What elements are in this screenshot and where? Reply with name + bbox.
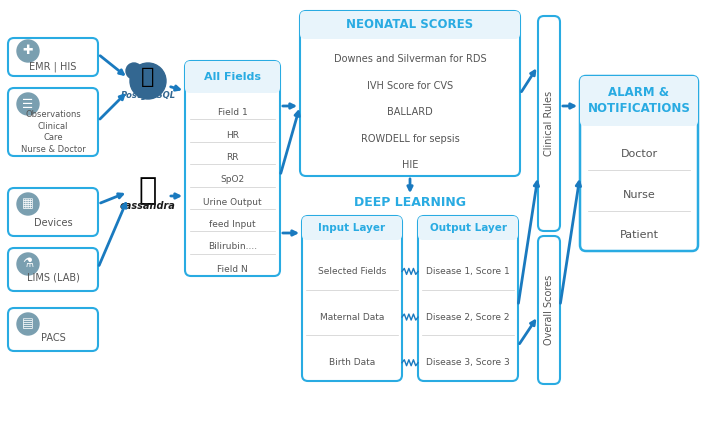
Text: Overall Scores: Overall Scores	[544, 275, 554, 345]
FancyBboxPatch shape	[580, 76, 698, 126]
FancyBboxPatch shape	[8, 88, 98, 156]
FancyBboxPatch shape	[418, 216, 518, 240]
FancyBboxPatch shape	[8, 38, 98, 76]
FancyBboxPatch shape	[8, 248, 98, 291]
Circle shape	[17, 193, 39, 215]
Circle shape	[130, 63, 166, 99]
Text: Patient: Patient	[620, 230, 659, 240]
Text: SpO2: SpO2	[220, 175, 245, 184]
Text: PACS: PACS	[40, 333, 65, 343]
Text: LIMS (LAB): LIMS (LAB)	[26, 273, 79, 283]
Text: EMR | HIS: EMR | HIS	[29, 62, 77, 72]
Text: ✚: ✚	[23, 45, 33, 58]
Text: Output Layer: Output Layer	[430, 223, 506, 233]
Text: RR: RR	[226, 153, 239, 162]
Text: 🐘: 🐘	[141, 67, 155, 87]
Text: ▤: ▤	[22, 318, 34, 330]
Text: feed Input: feed Input	[209, 220, 256, 229]
Circle shape	[17, 93, 39, 115]
Text: Disease 1, Score 1: Disease 1, Score 1	[426, 267, 510, 276]
Text: Urine Output: Urine Output	[203, 198, 262, 206]
FancyBboxPatch shape	[538, 16, 560, 231]
Text: Input Layer: Input Layer	[318, 223, 386, 233]
Text: Disease 3, Score 3: Disease 3, Score 3	[426, 358, 510, 367]
FancyBboxPatch shape	[300, 11, 520, 39]
Text: Bilirubin....: Bilirubin....	[208, 243, 257, 252]
Text: ALARM &
NOTIFICATIONS: ALARM & NOTIFICATIONS	[588, 87, 691, 116]
Text: Nurse: Nurse	[623, 190, 655, 199]
Text: All Fields: All Fields	[204, 72, 261, 82]
FancyBboxPatch shape	[302, 216, 402, 381]
FancyBboxPatch shape	[302, 216, 402, 240]
Circle shape	[126, 63, 142, 79]
Text: ☰: ☰	[23, 98, 33, 111]
Text: IVH Score for CVS: IVH Score for CVS	[367, 81, 453, 91]
Text: HIE: HIE	[402, 161, 418, 170]
Text: Downes and Silverman for RDS: Downes and Silverman for RDS	[334, 54, 486, 64]
FancyBboxPatch shape	[8, 308, 98, 351]
FancyBboxPatch shape	[185, 61, 280, 93]
Text: Field N: Field N	[217, 265, 248, 274]
Text: Clinical Rules: Clinical Rules	[544, 91, 554, 156]
Text: Disease 2, Score 2: Disease 2, Score 2	[426, 313, 510, 322]
Circle shape	[17, 253, 39, 275]
FancyBboxPatch shape	[185, 61, 280, 276]
Text: ▦: ▦	[22, 198, 34, 211]
Text: Devices: Devices	[34, 218, 72, 228]
FancyBboxPatch shape	[538, 236, 560, 384]
Text: Doctor: Doctor	[620, 149, 657, 159]
FancyBboxPatch shape	[580, 76, 698, 251]
FancyBboxPatch shape	[300, 11, 520, 176]
FancyBboxPatch shape	[418, 216, 518, 381]
Text: Observations
Clinical
Care
Nurse & Doctor: Observations Clinical Care Nurse & Docto…	[21, 110, 85, 154]
Circle shape	[17, 313, 39, 335]
Text: NEONATAL SCORES: NEONATAL SCORES	[347, 18, 474, 32]
Text: ROWDELL for sepsis: ROWDELL for sepsis	[361, 134, 459, 144]
Text: PostgreSQL: PostgreSQL	[121, 91, 176, 100]
Text: DEEP LEARNING: DEEP LEARNING	[354, 197, 466, 210]
Text: Maternal Data: Maternal Data	[320, 313, 384, 322]
Circle shape	[17, 40, 39, 62]
Text: cassandra: cassandra	[120, 201, 176, 211]
FancyBboxPatch shape	[8, 188, 98, 236]
Text: BALLARD: BALLARD	[387, 107, 433, 117]
Circle shape	[133, 66, 163, 96]
Text: Selected Fields: Selected Fields	[318, 267, 386, 276]
Text: Field 1: Field 1	[218, 108, 247, 117]
Text: Birth Data: Birth Data	[329, 358, 375, 367]
Text: HR: HR	[226, 131, 239, 140]
Text: 👁: 👁	[139, 177, 157, 206]
Text: ⚗: ⚗	[23, 257, 33, 271]
